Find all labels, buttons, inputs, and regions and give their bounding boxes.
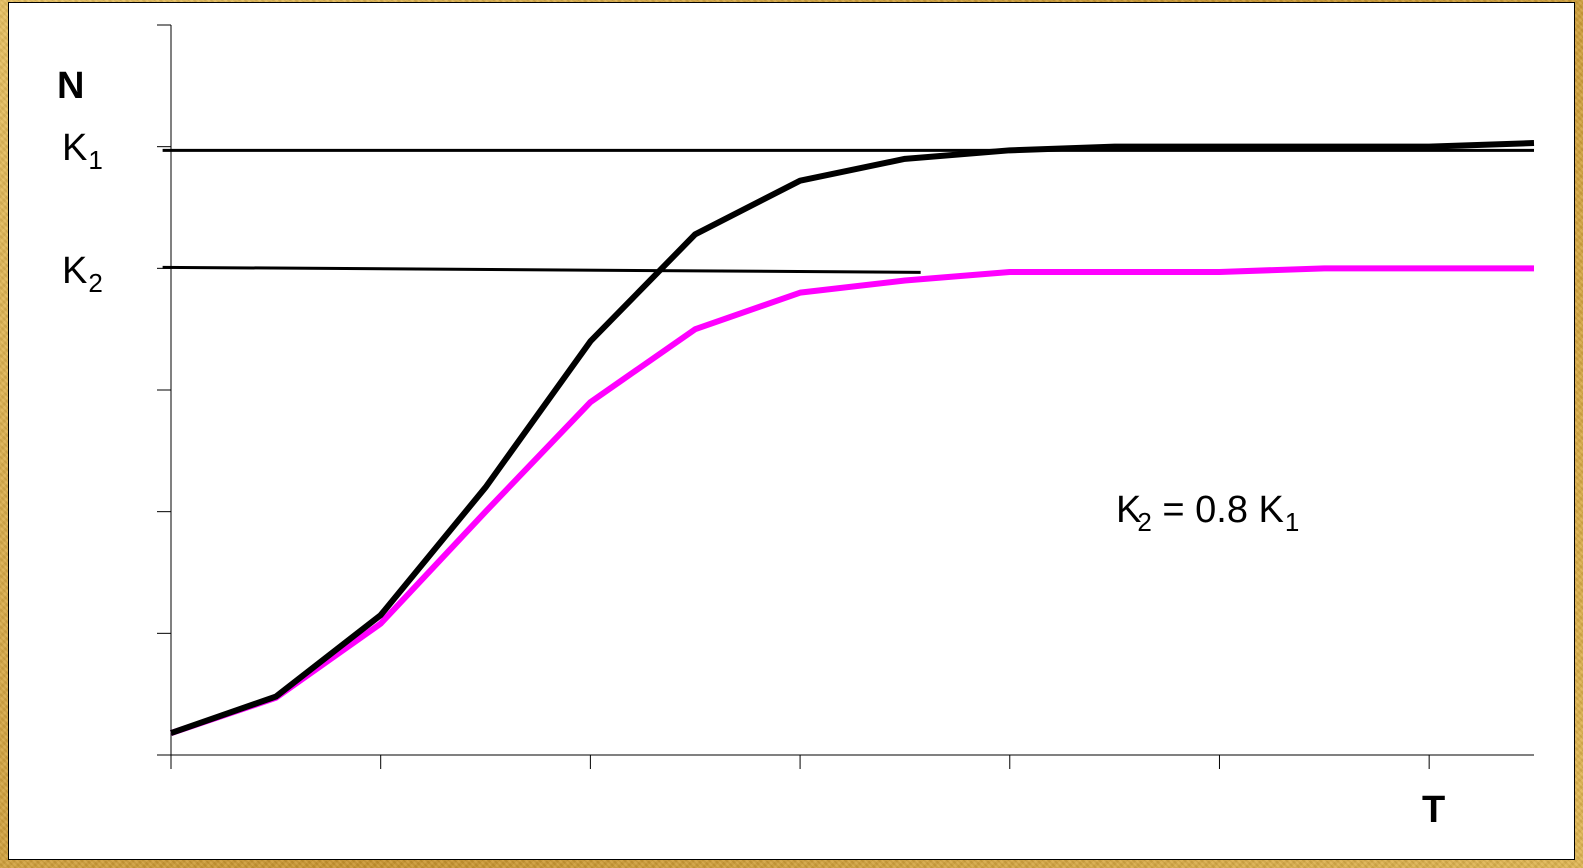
axis-ticks	[157, 24, 1430, 769]
ratio-annotation: K2 = 0.8 K1	[1116, 489, 1299, 537]
k2-label-sub: 2	[88, 268, 102, 298]
ratio-annotation-sub-a: 2	[1137, 507, 1151, 537]
k2-label-main: K	[62, 250, 87, 292]
ratio-annotation-mid: = 0.8 K	[1152, 489, 1284, 531]
k1-label-main: K	[62, 127, 87, 169]
series-lines	[170, 140, 1535, 736]
ratio-annotation-sub-b: 1	[1285, 507, 1299, 537]
k1-label: K1	[62, 127, 103, 175]
reference-lines	[162, 148, 1534, 274]
reference-line-k2	[162, 265, 921, 274]
series-line-0	[170, 140, 1535, 736]
y-axis-label: N	[57, 65, 84, 107]
axes	[170, 25, 1534, 756]
x-axis-label: T	[1422, 789, 1445, 831]
ratio-annotation-k: K	[1116, 489, 1141, 531]
k2-label: K2	[62, 250, 103, 298]
k1-label-sub: 1	[88, 145, 102, 175]
series-line-1	[170, 265, 1534, 736]
